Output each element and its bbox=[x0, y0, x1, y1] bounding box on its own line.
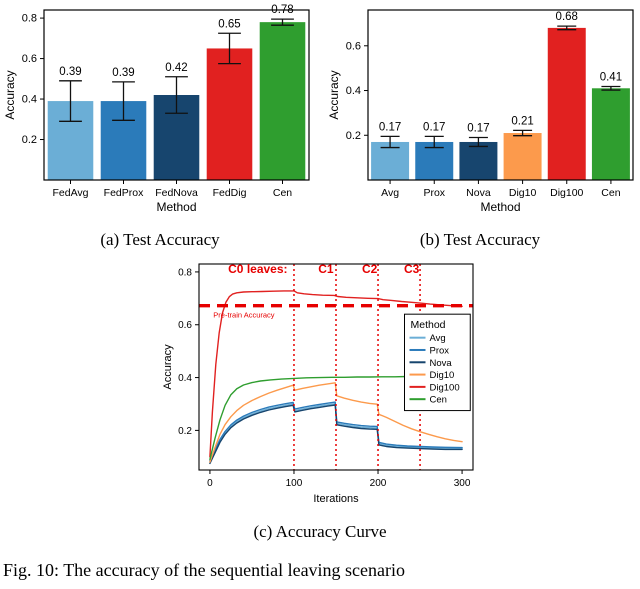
x-tick-label: Cen bbox=[601, 187, 620, 199]
bar-Avg bbox=[371, 141, 410, 180]
x-tick-label: Avg bbox=[381, 187, 399, 199]
bar-value-label: 0.42 bbox=[165, 62, 187, 74]
legend-label-Dig10: Dig10 bbox=[430, 370, 455, 381]
x-tick-label: Dig100 bbox=[550, 187, 583, 199]
bar-Cen bbox=[259, 22, 306, 181]
x-tick-label: Prox bbox=[423, 187, 445, 199]
plot-panel bbox=[368, 10, 633, 180]
series-line-Nova bbox=[209, 404, 463, 465]
bar-Dig10 bbox=[503, 133, 542, 180]
panel-border bbox=[367, 9, 634, 181]
x-tick-label: 200 bbox=[370, 478, 387, 489]
y-tick-label: 0.2 bbox=[178, 426, 192, 437]
bar-value-label: 0.17 bbox=[467, 123, 489, 135]
legend-title: Method bbox=[411, 319, 446, 331]
y-tick-label: 0.2 bbox=[346, 130, 361, 142]
bar-value-label: 0.21 bbox=[511, 115, 533, 127]
bar-Cen bbox=[591, 88, 630, 180]
caption-b: (b) Test Accuracy bbox=[419, 230, 541, 249]
legend-label-Cen: Cen bbox=[430, 395, 447, 406]
y-axis-label: Accuracy bbox=[3, 70, 17, 119]
series-line-Dig10 bbox=[209, 382, 463, 463]
x-tick-label: Cen bbox=[273, 187, 292, 199]
bar-FedDig bbox=[206, 48, 253, 181]
y-tick-label: 0.6 bbox=[22, 53, 37, 65]
x-tick-label: Dig10 bbox=[509, 187, 537, 199]
legend-label-Nova: Nova bbox=[430, 358, 453, 369]
x-axis-label: Method bbox=[156, 200, 196, 214]
x-tick-label: FedAvg bbox=[53, 187, 89, 199]
legend-label-Avg: Avg bbox=[430, 333, 446, 344]
caption-c: (c) Accuracy Curve bbox=[253, 522, 387, 541]
bar-value-label: 0.41 bbox=[600, 72, 622, 84]
y-tick-label: 0.8 bbox=[22, 13, 37, 25]
y-axis-label: Accuracy bbox=[327, 70, 341, 119]
y-tick-label: 0.2 bbox=[22, 134, 37, 146]
x-axis-label: Method bbox=[480, 200, 520, 214]
y-tick-label: 0.8 bbox=[178, 267, 192, 278]
x-tick-label: Nova bbox=[466, 187, 491, 199]
event-label: C1 bbox=[318, 262, 334, 276]
bar-chart-test-accuracy-b: 0.2 0.4 0.6 0.17 Avg 0.17 Prox 0.17 Nova 0.21 Dig1… bbox=[326, 2, 638, 218]
bar-value-label: 0.68 bbox=[556, 11, 578, 23]
panel-border bbox=[198, 263, 474, 471]
pretrain-accuracy-label: Pre-train Accuracy bbox=[213, 310, 275, 319]
x-tick-label: 300 bbox=[454, 478, 471, 489]
x-tick-label: FedNova bbox=[155, 187, 198, 199]
x-tick-label: FedProx bbox=[104, 187, 144, 199]
caption-a: (a) Test Accuracy bbox=[100, 230, 220, 249]
bar-value-label: 0.17 bbox=[379, 121, 401, 133]
series-line-Prox bbox=[209, 401, 463, 462]
event-label: C2 bbox=[362, 262, 378, 276]
bar-charts-row: 0.2 0.4 0.6 0.8 0.39 FedAvg 0.39 FedProx 0.42 Fed… bbox=[0, 0, 640, 218]
bar-value-label: 0.17 bbox=[423, 121, 445, 133]
legend-label-Dig100: Dig100 bbox=[430, 382, 460, 393]
y-axis-label: Accuracy bbox=[162, 344, 174, 390]
bar-value-label: 0.39 bbox=[112, 67, 134, 79]
y-tick-label: 0.4 bbox=[346, 85, 361, 97]
x-tick-label: 100 bbox=[286, 478, 303, 489]
y-tick-label: 0.6 bbox=[178, 320, 192, 331]
bar-value-label: 0.39 bbox=[59, 66, 81, 78]
figure-caption: Fig. 10: The accuracy of the sequential … bbox=[3, 560, 406, 580]
y-tick-label: 0.4 bbox=[22, 94, 37, 106]
event-label: C0 leaves: bbox=[228, 262, 287, 276]
line-chart-row: 0 100 200 300 0.2 0.4 0.6 0.8 Iterations Accuracy… bbox=[0, 258, 640, 510]
subcaptions-row: (a) Test Accuracy (b) Test Accuracy bbox=[0, 230, 640, 250]
panel-border bbox=[43, 9, 310, 181]
bar-value-label: 0.65 bbox=[218, 18, 240, 30]
y-tick-label: 0.4 bbox=[178, 373, 192, 384]
y-tick-label: 0.6 bbox=[346, 40, 361, 52]
bar-chart-test-accuracy-a: 0.2 0.4 0.6 0.8 0.39 FedAvg 0.39 FedProx 0.42 Fed… bbox=[2, 2, 314, 218]
x-tick-label: FedDig bbox=[213, 187, 247, 199]
line-chart-accuracy-curve: 0 100 200 300 0.2 0.4 0.6 0.8 Iterations Accuracy… bbox=[159, 258, 481, 510]
bar-Nova bbox=[459, 141, 498, 180]
x-axis-label: Iterations bbox=[313, 493, 359, 505]
bar-Dig100 bbox=[547, 27, 586, 180]
x-tick-label: 0 bbox=[207, 478, 213, 489]
bar-Prox bbox=[415, 141, 454, 180]
series-line-Dig100 bbox=[209, 290, 463, 458]
event-label: C3 bbox=[404, 262, 420, 276]
legend-label-Prox: Prox bbox=[430, 345, 450, 356]
series-line-Avg bbox=[209, 402, 463, 463]
